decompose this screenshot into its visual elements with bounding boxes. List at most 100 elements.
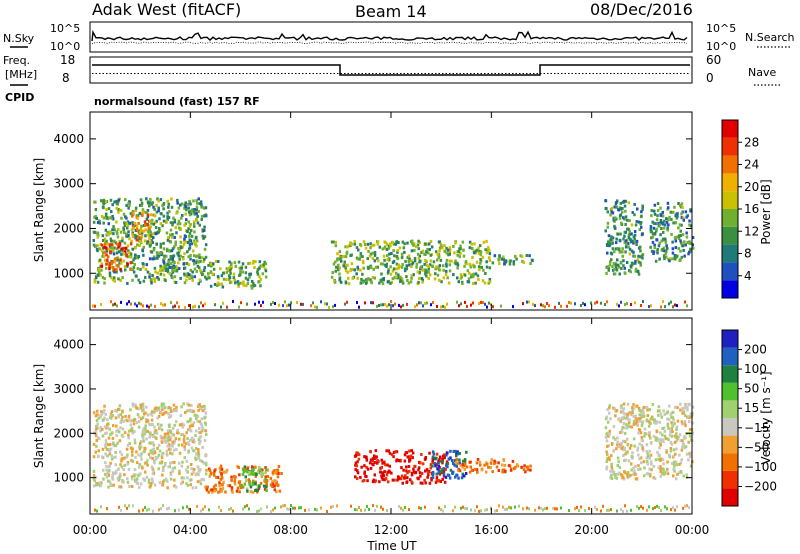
echo-cell [406, 476, 409, 480]
echo-cell [486, 508, 488, 512]
echo-cell [666, 226, 669, 230]
echo-cell [410, 276, 413, 280]
echo-cell [648, 472, 652, 476]
echo-cell [604, 199, 607, 203]
echo-cell [189, 463, 193, 466]
echo-cell [154, 226, 158, 229]
echo-cell [149, 449, 153, 453]
echo-cell [182, 242, 186, 246]
echo-cell [192, 259, 196, 263]
colorbar-segment [722, 435, 738, 454]
echo-cell [648, 420, 651, 424]
echo-cell [394, 242, 398, 246]
echo-cell [148, 422, 151, 426]
echo-cell [112, 442, 115, 446]
echo-cell [92, 484, 96, 488]
echo-cell [336, 504, 338, 508]
echo-cell [379, 262, 383, 266]
echo-cell [632, 422, 636, 426]
echo-cell [162, 303, 164, 307]
echo-cell [431, 464, 434, 468]
echo-cell [366, 467, 370, 471]
echo-cell [645, 450, 648, 454]
echo-cell [629, 270, 632, 274]
echo-cell [234, 281, 237, 285]
echo-cell [187, 206, 190, 210]
echo-cell [334, 240, 338, 244]
echo-cell [649, 436, 652, 440]
echo-cell [680, 458, 683, 462]
echo-cell [228, 274, 231, 278]
echo-cell [668, 433, 672, 437]
time-xlabel: Time UT [366, 539, 417, 553]
echo-cell [161, 483, 164, 487]
echo-cell [135, 406, 138, 410]
echo-cell [110, 483, 114, 487]
echo-cell [125, 222, 128, 225]
echo-cell [618, 238, 622, 242]
echo-cell [366, 479, 369, 483]
echo-cell [120, 457, 123, 461]
echo-cell [446, 451, 449, 455]
echo-cell [669, 449, 673, 453]
echo-cell [110, 265, 113, 269]
echo-cell [624, 209, 627, 213]
echo-cell [157, 443, 161, 447]
colorbar-frame [721, 329, 739, 507]
echo-cell [484, 302, 486, 306]
echo-cell [172, 264, 175, 268]
echo-cell [179, 254, 182, 258]
echo-cell [653, 231, 657, 235]
echo-cell [387, 269, 390, 273]
echo-cell [611, 236, 615, 240]
echo-cell [186, 402, 189, 406]
echo-cell [184, 240, 187, 244]
echo-cell [631, 411, 634, 415]
echo-cell [210, 264, 213, 268]
echo-cell [120, 465, 124, 469]
echo-cell [625, 425, 629, 429]
echo-cell [386, 304, 388, 308]
velocity-heatmap [92, 402, 695, 513]
echo-cell [628, 446, 632, 450]
echo-cell [662, 462, 665, 466]
echo-cell [147, 226, 151, 230]
echo-cell [185, 431, 188, 435]
echo-cell [201, 273, 204, 277]
echo-cell [504, 259, 507, 263]
echo-cell [104, 412, 107, 416]
echo-cell [600, 509, 602, 513]
echo-cell [690, 438, 693, 442]
echo-cell [109, 481, 112, 485]
echo-cell [657, 466, 660, 470]
echo-cell [373, 480, 377, 484]
echo-cell [402, 303, 404, 307]
echo-cell [666, 467, 669, 471]
echo-cell [133, 468, 137, 472]
echo-cell [606, 251, 609, 255]
echo-cell [463, 273, 467, 277]
echo-cell [617, 445, 620, 449]
echo-cell [520, 465, 523, 469]
echo-cell [153, 430, 157, 434]
echo-cell [665, 255, 668, 259]
echo-cell [200, 424, 204, 428]
echo-cell [101, 234, 105, 238]
echo-cell [432, 452, 436, 456]
echo-cell [168, 272, 171, 275]
echo-cell [139, 482, 143, 486]
echo-cell [659, 443, 662, 447]
echo-cell [174, 243, 177, 247]
echo-cell [96, 483, 100, 486]
echo-cell [369, 246, 372, 250]
colorbar-segment [722, 226, 738, 245]
echo-cell [678, 462, 681, 466]
echo-cell [187, 220, 190, 224]
echo-cell [636, 468, 640, 471]
echo-cell [175, 267, 179, 271]
echo-cell [117, 485, 121, 489]
echo-cell [263, 487, 267, 491]
echo-cell [173, 245, 176, 249]
echo-cell [666, 422, 670, 426]
echo-cell [631, 408, 634, 412]
